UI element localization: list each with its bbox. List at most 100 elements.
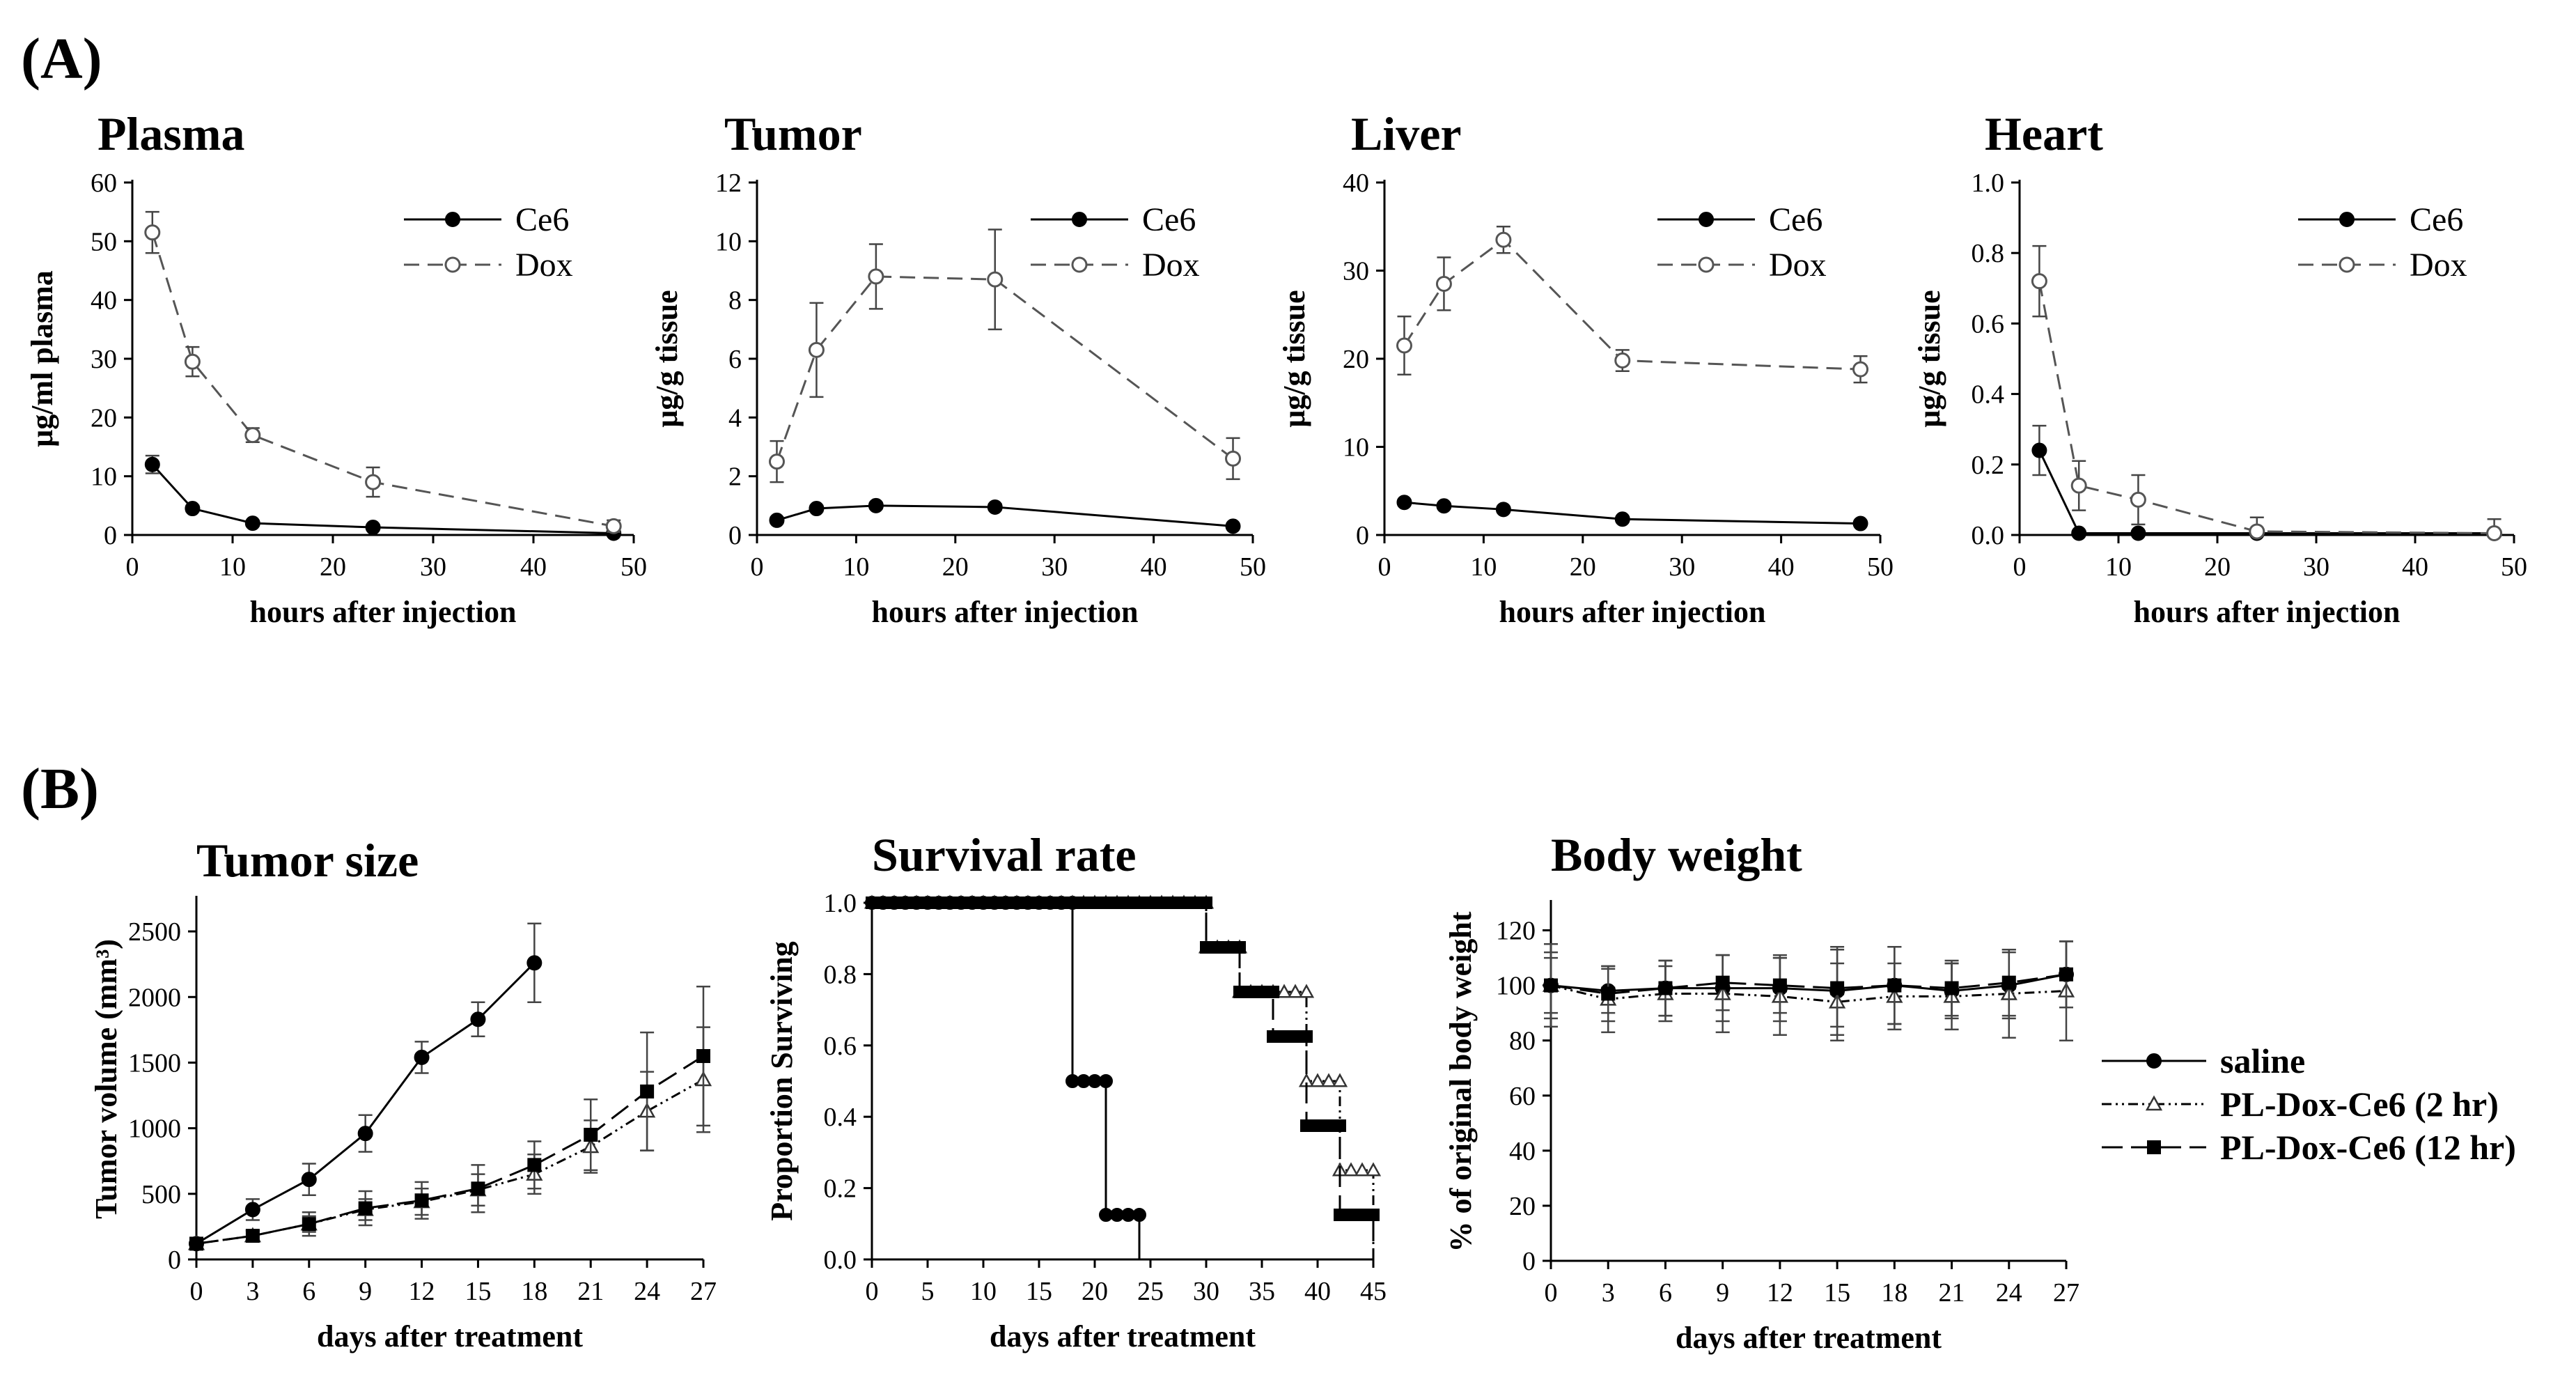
series-saline	[865, 896, 1146, 1259]
marker-open-circle	[1396, 337, 1412, 354]
marker-filled-circle	[1852, 515, 1868, 531]
y-axis-label: μg/ml plasma	[25, 270, 59, 447]
marker-open-circle	[2031, 273, 2047, 290]
x-tick-label: 0	[190, 1277, 203, 1306]
legend: Ce6 Dox	[404, 201, 573, 284]
marker-filled-square	[527, 1158, 542, 1172]
y-tick-label: 0.6	[824, 1032, 857, 1061]
x-tick-label: 21	[577, 1277, 604, 1306]
series-Dox	[1396, 226, 1869, 384]
chart-title: Liver	[1351, 107, 1462, 160]
x-tick-label: 12	[409, 1277, 435, 1306]
series-line	[776, 504, 1233, 527]
y-tick-label: 500	[141, 1180, 181, 1209]
marker-open-triangle	[1276, 984, 1293, 998]
marker-open-circle	[768, 453, 785, 470]
x-tick-label: 24	[634, 1277, 660, 1306]
x-tick-label: 20	[320, 552, 346, 582]
marker-filled-circle	[445, 212, 460, 227]
x-tick-label: 0	[1545, 1278, 1558, 1307]
marker-filled-circle	[357, 1126, 373, 1142]
marker-filled-square	[1601, 986, 1616, 1001]
marker-filled-square	[1300, 1119, 1313, 1132]
marker-open-circle	[144, 224, 161, 241]
y-tick-label: 0	[1522, 1247, 1536, 1276]
x-tick-label: 50	[1240, 552, 1266, 582]
marker-filled-square	[302, 1217, 316, 1232]
marker-filled-square	[2059, 967, 2073, 981]
y-tick-label: 1500	[128, 1048, 181, 1078]
x-tick-label: 6	[1659, 1278, 1672, 1307]
marker-filled-circle	[987, 499, 1003, 515]
marker-filled-square	[1334, 1209, 1346, 1221]
marker-filled-circle	[868, 497, 884, 513]
x-tick-label: 0	[751, 552, 764, 582]
chart-survival: Survival rate 0 5 10 15 20 25 30 35 40 45 0.0 0.2 0.4…	[765, 828, 1387, 1353]
marker-filled-square	[910, 897, 923, 909]
chart-body_weight: Body weight 0 3 6 9 12 15 18 21 24 27 0 20 40 60 80 100 1…	[1444, 828, 2079, 1355]
marker-filled-circle	[185, 501, 201, 517]
legend-label: Ce6	[515, 201, 569, 238]
marker-filled-circle	[2031, 442, 2047, 458]
marker-filled-square	[1322, 1119, 1335, 1132]
chart-title: Tumor	[724, 107, 862, 160]
marker-open-triangle	[1298, 984, 1315, 998]
marker-filled-square	[1111, 897, 1123, 909]
x-tick-label: 30	[420, 552, 446, 582]
x-tick-label: 3	[1602, 1278, 1615, 1307]
x-axis-label: hours after injection	[250, 595, 517, 629]
y-tick-label: 0	[168, 1246, 181, 1275]
marker-filled-circle	[1132, 1208, 1146, 1222]
marker-open-circle	[808, 341, 825, 358]
x-tick-label: 10	[2105, 552, 2132, 582]
marker-filled-square	[1033, 897, 1045, 909]
series-line	[776, 275, 1234, 463]
y-tick-label: 0	[1356, 521, 1369, 550]
series-line	[196, 1055, 704, 1245]
legend: Ce6 Dox	[1031, 201, 1200, 284]
marker-filled-square	[1944, 981, 1959, 995]
marker-filled-circle	[769, 512, 785, 528]
y-tick-label: 10	[1343, 433, 1369, 463]
marker-filled-square	[899, 897, 912, 909]
legend-label: Dox	[1769, 247, 1827, 284]
series-Dox	[768, 228, 1242, 483]
x-tick-label: 20	[2204, 552, 2231, 582]
marker-filled-circle	[301, 1172, 317, 1188]
x-tick-label: 30	[2303, 552, 2329, 582]
y-tick-label: 1.0	[824, 889, 857, 918]
x-tick-label: 0	[1378, 552, 1391, 582]
series-line	[872, 901, 1375, 1259]
marker-filled-square	[1356, 1209, 1368, 1221]
marker-filled-square	[944, 897, 956, 909]
x-tick-label: 3	[246, 1277, 259, 1306]
marker-filled-square	[1715, 975, 1730, 990]
y-axis-label: μg/g tissue	[650, 290, 684, 427]
marker-open-circle	[2339, 256, 2355, 273]
y-tick-label: 0.0	[1972, 521, 2005, 550]
y-tick-label: 6	[728, 345, 742, 374]
marker-open-circle	[1698, 256, 1715, 273]
legend: Ce6 Dox	[2298, 201, 2467, 284]
series-Ce6	[769, 497, 1241, 534]
series-line	[1550, 984, 2067, 1003]
x-axis-label: hours after injection	[1499, 595, 1766, 629]
y-tick-label: 100	[1496, 972, 1536, 1001]
marker-filled-square	[866, 897, 878, 909]
x-tick-label: 21	[1939, 1278, 1965, 1307]
marker-filled-square	[1200, 941, 1212, 954]
x-tick-label: 9	[359, 1277, 372, 1306]
x-tick-label: 10	[843, 552, 869, 582]
y-tick-label: 0.8	[824, 960, 857, 989]
x-tick-label: 5	[921, 1277, 935, 1306]
y-tick-label: 40	[1343, 169, 1369, 198]
x-tick-label: 25	[1137, 1277, 1164, 1306]
marker-open-circle	[1614, 352, 1631, 369]
marker-filled-square	[1267, 986, 1279, 998]
x-axis-label: days after treatment	[1676, 1321, 1942, 1355]
marker-filled-circle	[244, 515, 260, 531]
series-PL-Dox-Ce6 (12 hr)	[189, 985, 710, 1251]
series-PL-Dox-Ce6 (12 hr)	[1544, 940, 2073, 1028]
x-tick-label: 40	[520, 552, 547, 582]
